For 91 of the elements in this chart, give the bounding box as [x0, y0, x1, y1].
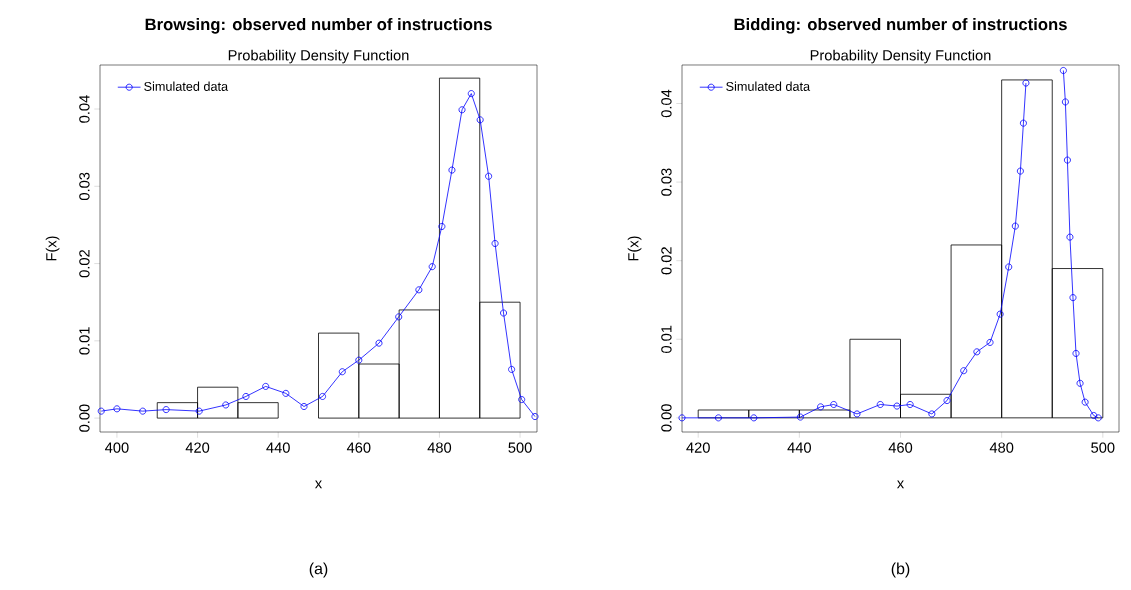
point: [518, 396, 526, 404]
point: [1016, 167, 1024, 175]
point: [262, 382, 270, 390]
point: [438, 223, 446, 230]
point: [1094, 414, 1102, 422]
point: [876, 401, 884, 408]
y-tick-label: 0.02: [79, 250, 90, 278]
point: [906, 401, 914, 408]
x-tick-label: 480: [427, 442, 452, 453]
text: (b): [891, 562, 910, 578]
point: [986, 338, 994, 346]
point: [1022, 79, 1030, 87]
point: [714, 414, 722, 422]
point: [500, 309, 508, 317]
point: [928, 410, 936, 418]
y-axis-title: F(x): [627, 236, 642, 261]
y-tick-label: 0.01: [79, 327, 90, 355]
x-tick-label: 420: [185, 442, 210, 453]
point: [375, 339, 383, 347]
point: [750, 414, 758, 422]
point: [476, 116, 484, 124]
x-axis-title: x: [897, 480, 905, 489]
y-tick-label: 0.03: [661, 168, 672, 196]
y-tick-label: 0.02: [661, 247, 672, 275]
point: [458, 106, 466, 114]
y-tick-label: 0.04: [79, 95, 90, 123]
point: [943, 397, 951, 405]
point: [319, 392, 326, 400]
point: [830, 401, 838, 408]
y-tick-label: 0.00: [79, 404, 90, 432]
point: [282, 389, 290, 397]
text: (a): [309, 562, 328, 578]
point: [960, 367, 968, 375]
y-tick-label: 0.00: [661, 404, 672, 432]
point: [1019, 119, 1027, 127]
x-tick-label: 440: [787, 442, 811, 453]
point: [1076, 379, 1084, 387]
point: [355, 356, 363, 364]
point: [467, 90, 475, 98]
chart-title: Browsing: observed number of instructions: [145, 18, 492, 34]
chart-subtitle: Probability Density Function: [810, 49, 991, 64]
point: [162, 406, 170, 414]
x-tick-label: 420: [686, 442, 710, 453]
point: [1069, 294, 1077, 302]
legend-label: Simulated data: [726, 81, 811, 91]
legend-label: Simulated data: [144, 81, 229, 91]
point: [1072, 349, 1080, 357]
point: [485, 172, 493, 180]
point: [893, 402, 901, 410]
point: [531, 413, 539, 421]
point: [796, 413, 804, 421]
y-tick-label: 0.01: [661, 325, 672, 353]
x-tick-label: 500: [1091, 442, 1115, 453]
y-tick-label: 0.04: [661, 89, 672, 118]
point: [1081, 398, 1089, 406]
point: [415, 286, 423, 294]
point: [996, 310, 1004, 318]
chart-subtitle: Probability Density Function: [228, 49, 409, 64]
x-tick-label: 460: [346, 442, 371, 453]
point: [1011, 222, 1019, 230]
point: [195, 407, 203, 415]
point: [1059, 67, 1067, 74]
point: [242, 392, 250, 400]
point: [300, 403, 308, 410]
x-tick-label: 500: [508, 442, 532, 453]
y-axis-title: F(x): [45, 236, 60, 261]
point: [448, 166, 456, 174]
point: [817, 403, 825, 411]
point: [1005, 263, 1013, 271]
point: [1063, 156, 1071, 164]
point: [428, 263, 436, 271]
point: [338, 368, 346, 376]
x-tick-label: 480: [989, 442, 1014, 453]
y-tick-label: 0.03: [79, 172, 90, 201]
point: [508, 365, 516, 373]
point: [1061, 98, 1069, 106]
x-tick-label: 460: [888, 442, 913, 453]
x-tick-label: 440: [266, 442, 290, 453]
point: [853, 410, 861, 418]
point: [491, 240, 499, 247]
point: [973, 348, 981, 356]
point: [395, 313, 403, 321]
point: [678, 414, 686, 422]
x-tick-label: 400: [105, 442, 129, 453]
chart-title: Bidding: observed number of instructions: [734, 18, 1067, 34]
point: [97, 407, 105, 415]
point: [139, 407, 147, 415]
point: [222, 401, 230, 409]
x-axis-title: x: [315, 480, 323, 489]
point: [1066, 233, 1074, 241]
point: [113, 405, 121, 413]
